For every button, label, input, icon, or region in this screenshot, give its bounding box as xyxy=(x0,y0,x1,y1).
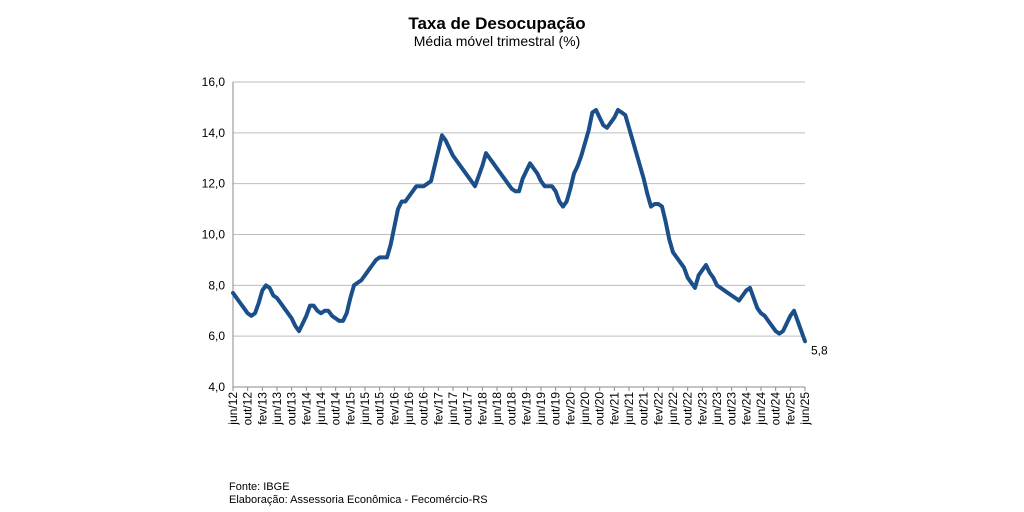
x-tick-label: jun/15 xyxy=(358,392,372,426)
x-tick-label: out/24 xyxy=(769,392,783,426)
source-note: Fonte: IBGE xyxy=(229,481,290,493)
x-tick-label: out/14 xyxy=(329,392,343,426)
x-tick-label: jun/19 xyxy=(534,392,548,426)
line-series xyxy=(231,107,807,344)
x-tick-label: jun/18 xyxy=(490,392,504,426)
credit-note: Elaboração: Assessoria Econômica - Fecom… xyxy=(229,494,488,506)
chart-subtitle: Média móvel trimestral (%) xyxy=(414,33,580,49)
x-tick-label: jun/14 xyxy=(314,392,328,426)
y-tick-label: 10,0 xyxy=(202,228,226,242)
x-tick-label: jun/21 xyxy=(622,392,636,426)
x-tick-label: jun/13 xyxy=(270,392,284,426)
x-tick-label: jun/24 xyxy=(754,392,768,426)
y-tick-label: 14,0 xyxy=(202,126,226,140)
y-tick-label: 16,0 xyxy=(202,75,226,89)
x-tick-label: fev/18 xyxy=(475,392,489,425)
y-tick-label: 6,0 xyxy=(208,329,225,343)
x-tick-label: out/20 xyxy=(593,392,607,426)
x-tick-label: out/19 xyxy=(549,392,563,426)
y-tick-label: 8,0 xyxy=(208,278,225,292)
x-tick-label: jun/17 xyxy=(446,392,460,426)
x-tick-label: fev/15 xyxy=(343,392,357,425)
x-tick-label: jun/22 xyxy=(666,392,680,426)
x-tick-label: jun/16 xyxy=(402,392,416,426)
x-tick-label: fev/23 xyxy=(695,392,709,425)
x-tick-label: jun/23 xyxy=(710,392,724,426)
x-tick-label: fev/16 xyxy=(387,392,401,425)
x-tick-label: out/17 xyxy=(461,392,475,426)
x-tick-label: fev/24 xyxy=(739,392,753,425)
y-tick-label: 12,0 xyxy=(202,177,226,191)
x-tick-label: fev/21 xyxy=(607,392,621,425)
x-tick-label: out/22 xyxy=(681,392,695,426)
x-tick-label: out/23 xyxy=(725,392,739,426)
x-tick-label: fev/22 xyxy=(651,392,665,425)
x-tick-label: jun/20 xyxy=(578,392,592,426)
x-tick-label: fev/14 xyxy=(299,392,313,425)
x-tick-label: fev/25 xyxy=(783,392,797,425)
x-tick-label: jun/25 xyxy=(798,392,812,426)
x-tick-label: fev/20 xyxy=(563,392,577,425)
data-label: 5,8 xyxy=(811,343,828,357)
chart-title: Taxa de Desocupação xyxy=(408,14,585,33)
x-tick-label: out/21 xyxy=(637,392,651,426)
x-tick-label: out/16 xyxy=(417,392,431,426)
x-tick-label: jun/12 xyxy=(226,392,240,426)
x-tick-label: out/12 xyxy=(241,392,255,426)
x-tick-label: fev/19 xyxy=(519,392,533,425)
x-tick-label: out/15 xyxy=(373,392,387,426)
x-tick-label: fev/17 xyxy=(431,392,445,425)
x-tick-label: fev/13 xyxy=(255,392,269,425)
x-tick-label: out/13 xyxy=(285,392,299,426)
y-tick-label: 4,0 xyxy=(208,380,225,394)
x-tick-label: out/18 xyxy=(505,392,519,426)
